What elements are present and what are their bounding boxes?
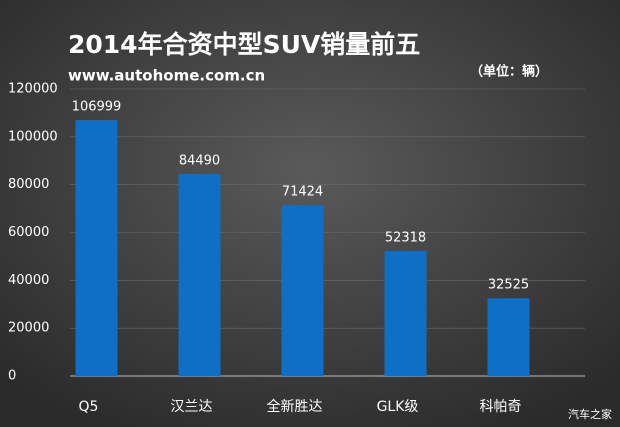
bar <box>281 205 324 376</box>
y-tick-label: 20000 <box>8 321 49 336</box>
y-tick-label: 60000 <box>8 225 49 240</box>
bar <box>75 120 118 376</box>
y-tick-label: 0 <box>8 369 16 384</box>
value-label: 32525 <box>488 278 529 293</box>
y-tick-label: 120000 <box>8 82 58 97</box>
x-tick-label: Q5 <box>79 399 99 415</box>
chart-subtitle: www.autohome.com.cn <box>68 67 265 85</box>
bar <box>384 250 427 376</box>
x-tick-label: 科帕奇 <box>480 398 522 415</box>
bar <box>178 173 221 376</box>
value-label: 71424 <box>282 185 323 200</box>
value-label: 106999 <box>72 100 122 115</box>
x-tick-label: 全新胜达 <box>267 398 323 415</box>
watermark: 汽车之家 <box>568 407 612 421</box>
bar <box>487 298 530 376</box>
chart-title: 2014年合资中型SUV销量前五 <box>68 30 420 59</box>
y-tick-label: 80000 <box>8 177 49 192</box>
value-label: 84490 <box>179 153 220 168</box>
value-label: 52318 <box>385 230 426 245</box>
unit-label: （单位：辆） <box>470 64 548 80</box>
y-tick-label: 40000 <box>8 273 49 288</box>
x-tick-label: GLK级 <box>377 399 419 415</box>
y-tick-label: 100000 <box>8 129 58 144</box>
x-tick-label: 汉兰达 <box>171 399 213 415</box>
